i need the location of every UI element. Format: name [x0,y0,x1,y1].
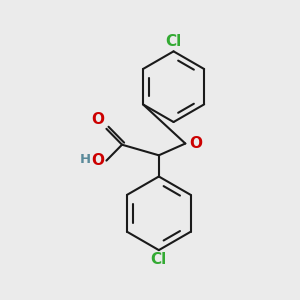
Text: Cl: Cl [151,253,167,268]
Text: H: H [80,153,91,166]
Text: O: O [189,136,202,151]
Text: Cl: Cl [165,34,182,49]
Text: O: O [91,153,104,168]
Text: O: O [91,112,104,127]
